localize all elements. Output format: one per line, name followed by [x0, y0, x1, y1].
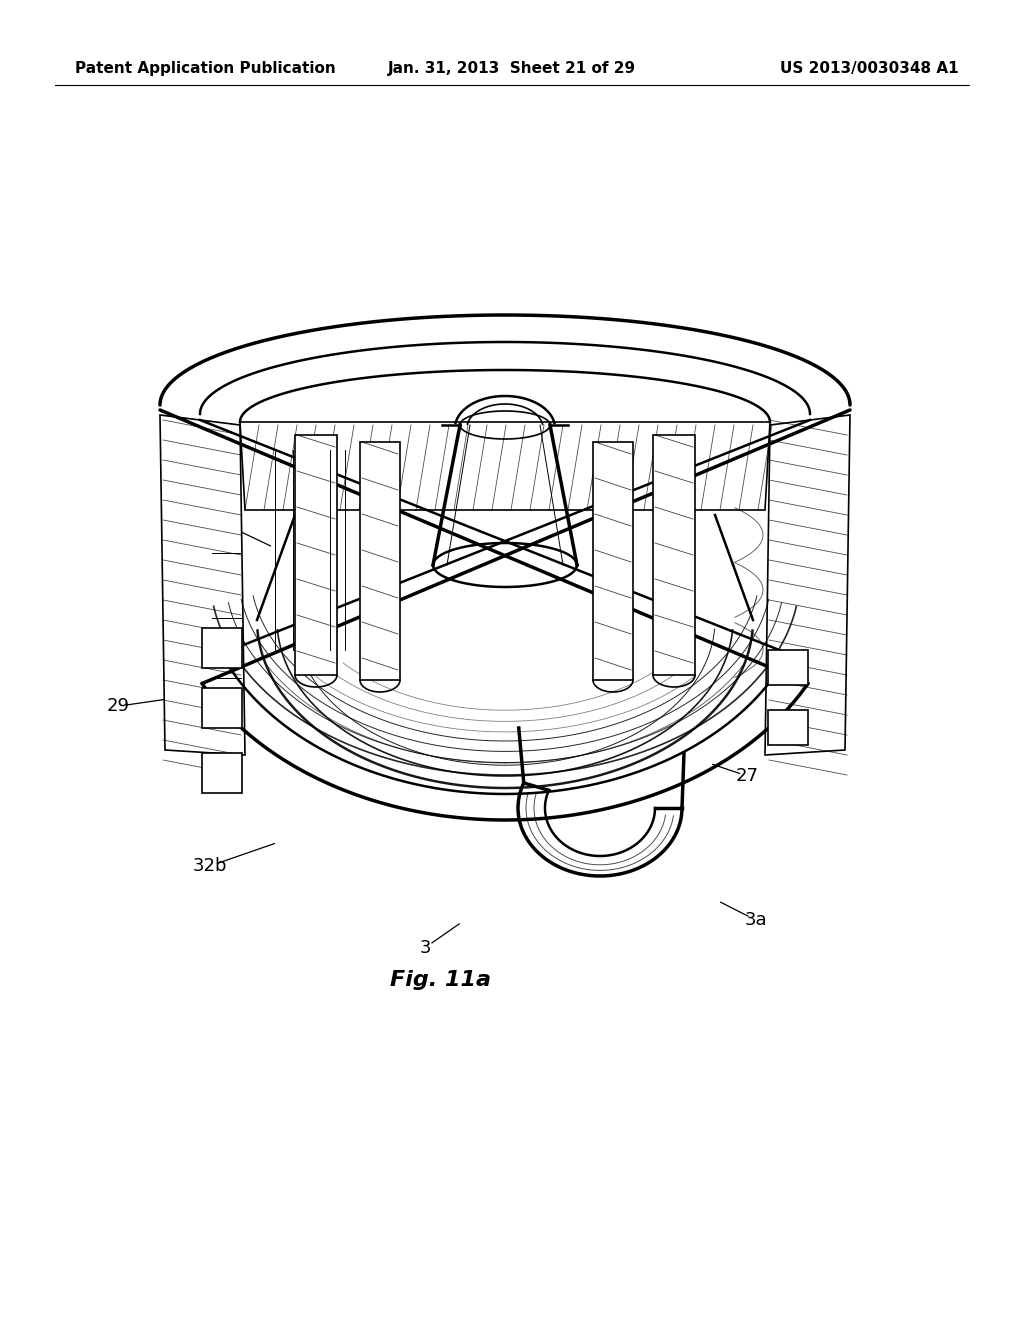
Polygon shape: [202, 688, 242, 729]
Text: 3: 3: [419, 939, 431, 957]
Text: Patent Application Publication: Patent Application Publication: [75, 61, 336, 75]
Polygon shape: [360, 442, 400, 680]
Polygon shape: [768, 649, 808, 685]
Polygon shape: [768, 710, 808, 744]
Text: 3a: 3a: [744, 911, 767, 929]
Polygon shape: [593, 442, 633, 680]
Polygon shape: [160, 414, 245, 755]
Text: Fig. 11a: Fig. 11a: [390, 970, 490, 990]
Text: 29: 29: [106, 697, 129, 715]
Text: 32b: 32b: [193, 857, 227, 875]
Text: 26: 26: [332, 487, 354, 506]
Text: 27: 27: [736, 767, 759, 785]
Polygon shape: [202, 628, 242, 668]
Text: Jan. 31, 2013  Sheet 21 of 29: Jan. 31, 2013 Sheet 21 of 29: [388, 61, 636, 75]
Polygon shape: [295, 436, 337, 675]
Text: US 2013/0030348 A1: US 2013/0030348 A1: [780, 61, 959, 75]
Polygon shape: [653, 436, 695, 675]
Text: 27: 27: [601, 436, 624, 454]
Polygon shape: [240, 422, 770, 510]
Text: 31: 31: [434, 440, 457, 458]
Text: 27: 27: [216, 516, 239, 535]
Polygon shape: [765, 414, 850, 755]
Polygon shape: [202, 752, 242, 793]
